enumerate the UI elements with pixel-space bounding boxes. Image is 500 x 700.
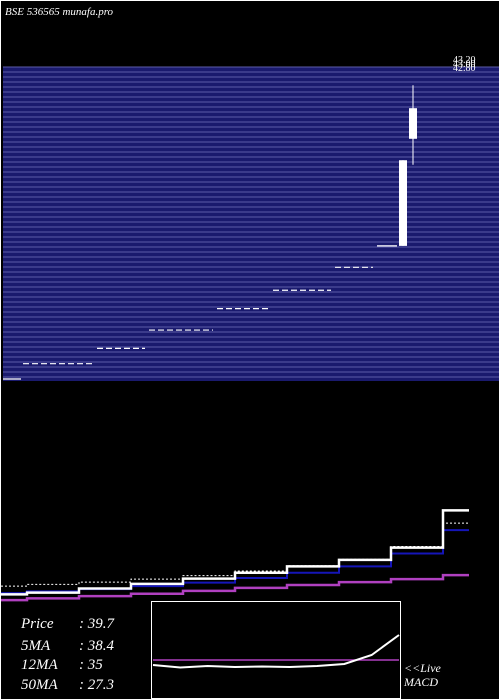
price-value: : 39.7 bbox=[79, 616, 114, 632]
ma5-value: : 38.4 bbox=[79, 638, 114, 654]
ma12-stat: 12MA : 35 bbox=[21, 657, 103, 674]
price-label: 42.80 bbox=[453, 63, 476, 74]
price-stat: Price : 39.7 bbox=[21, 616, 114, 633]
candle-body bbox=[399, 160, 407, 246]
ma50-line bbox=[1, 573, 469, 602]
price-label: 43.00 bbox=[453, 59, 476, 70]
chart-title: BSE 536565 munafa.pro bbox=[5, 6, 114, 18]
ma12-value: : 35 bbox=[79, 657, 103, 673]
price-band bbox=[3, 67, 499, 381]
ma50-label: 50MA bbox=[21, 677, 58, 693]
macd-line bbox=[152, 634, 400, 669]
macd-panel bbox=[151, 601, 401, 699]
ma5-label: 5MA bbox=[21, 638, 51, 654]
ma12-line bbox=[1, 529, 469, 595]
candle-body bbox=[409, 108, 417, 139]
ma12-label: 12MA bbox=[21, 657, 58, 673]
price-label: 43.20 bbox=[453, 55, 476, 66]
ma50-value: : 27.3 bbox=[79, 677, 114, 693]
macd-tag: <<Live MACD bbox=[404, 661, 441, 689]
ma50-stat: 50MA : 27.3 bbox=[21, 677, 114, 694]
price-label: Price bbox=[21, 616, 54, 632]
macd-label: MACD bbox=[404, 675, 438, 689]
ma-envelope-line bbox=[1, 522, 469, 587]
macd-live-label: <<Live bbox=[404, 661, 441, 675]
ma5-stat: 5MA : 38.4 bbox=[21, 638, 114, 655]
